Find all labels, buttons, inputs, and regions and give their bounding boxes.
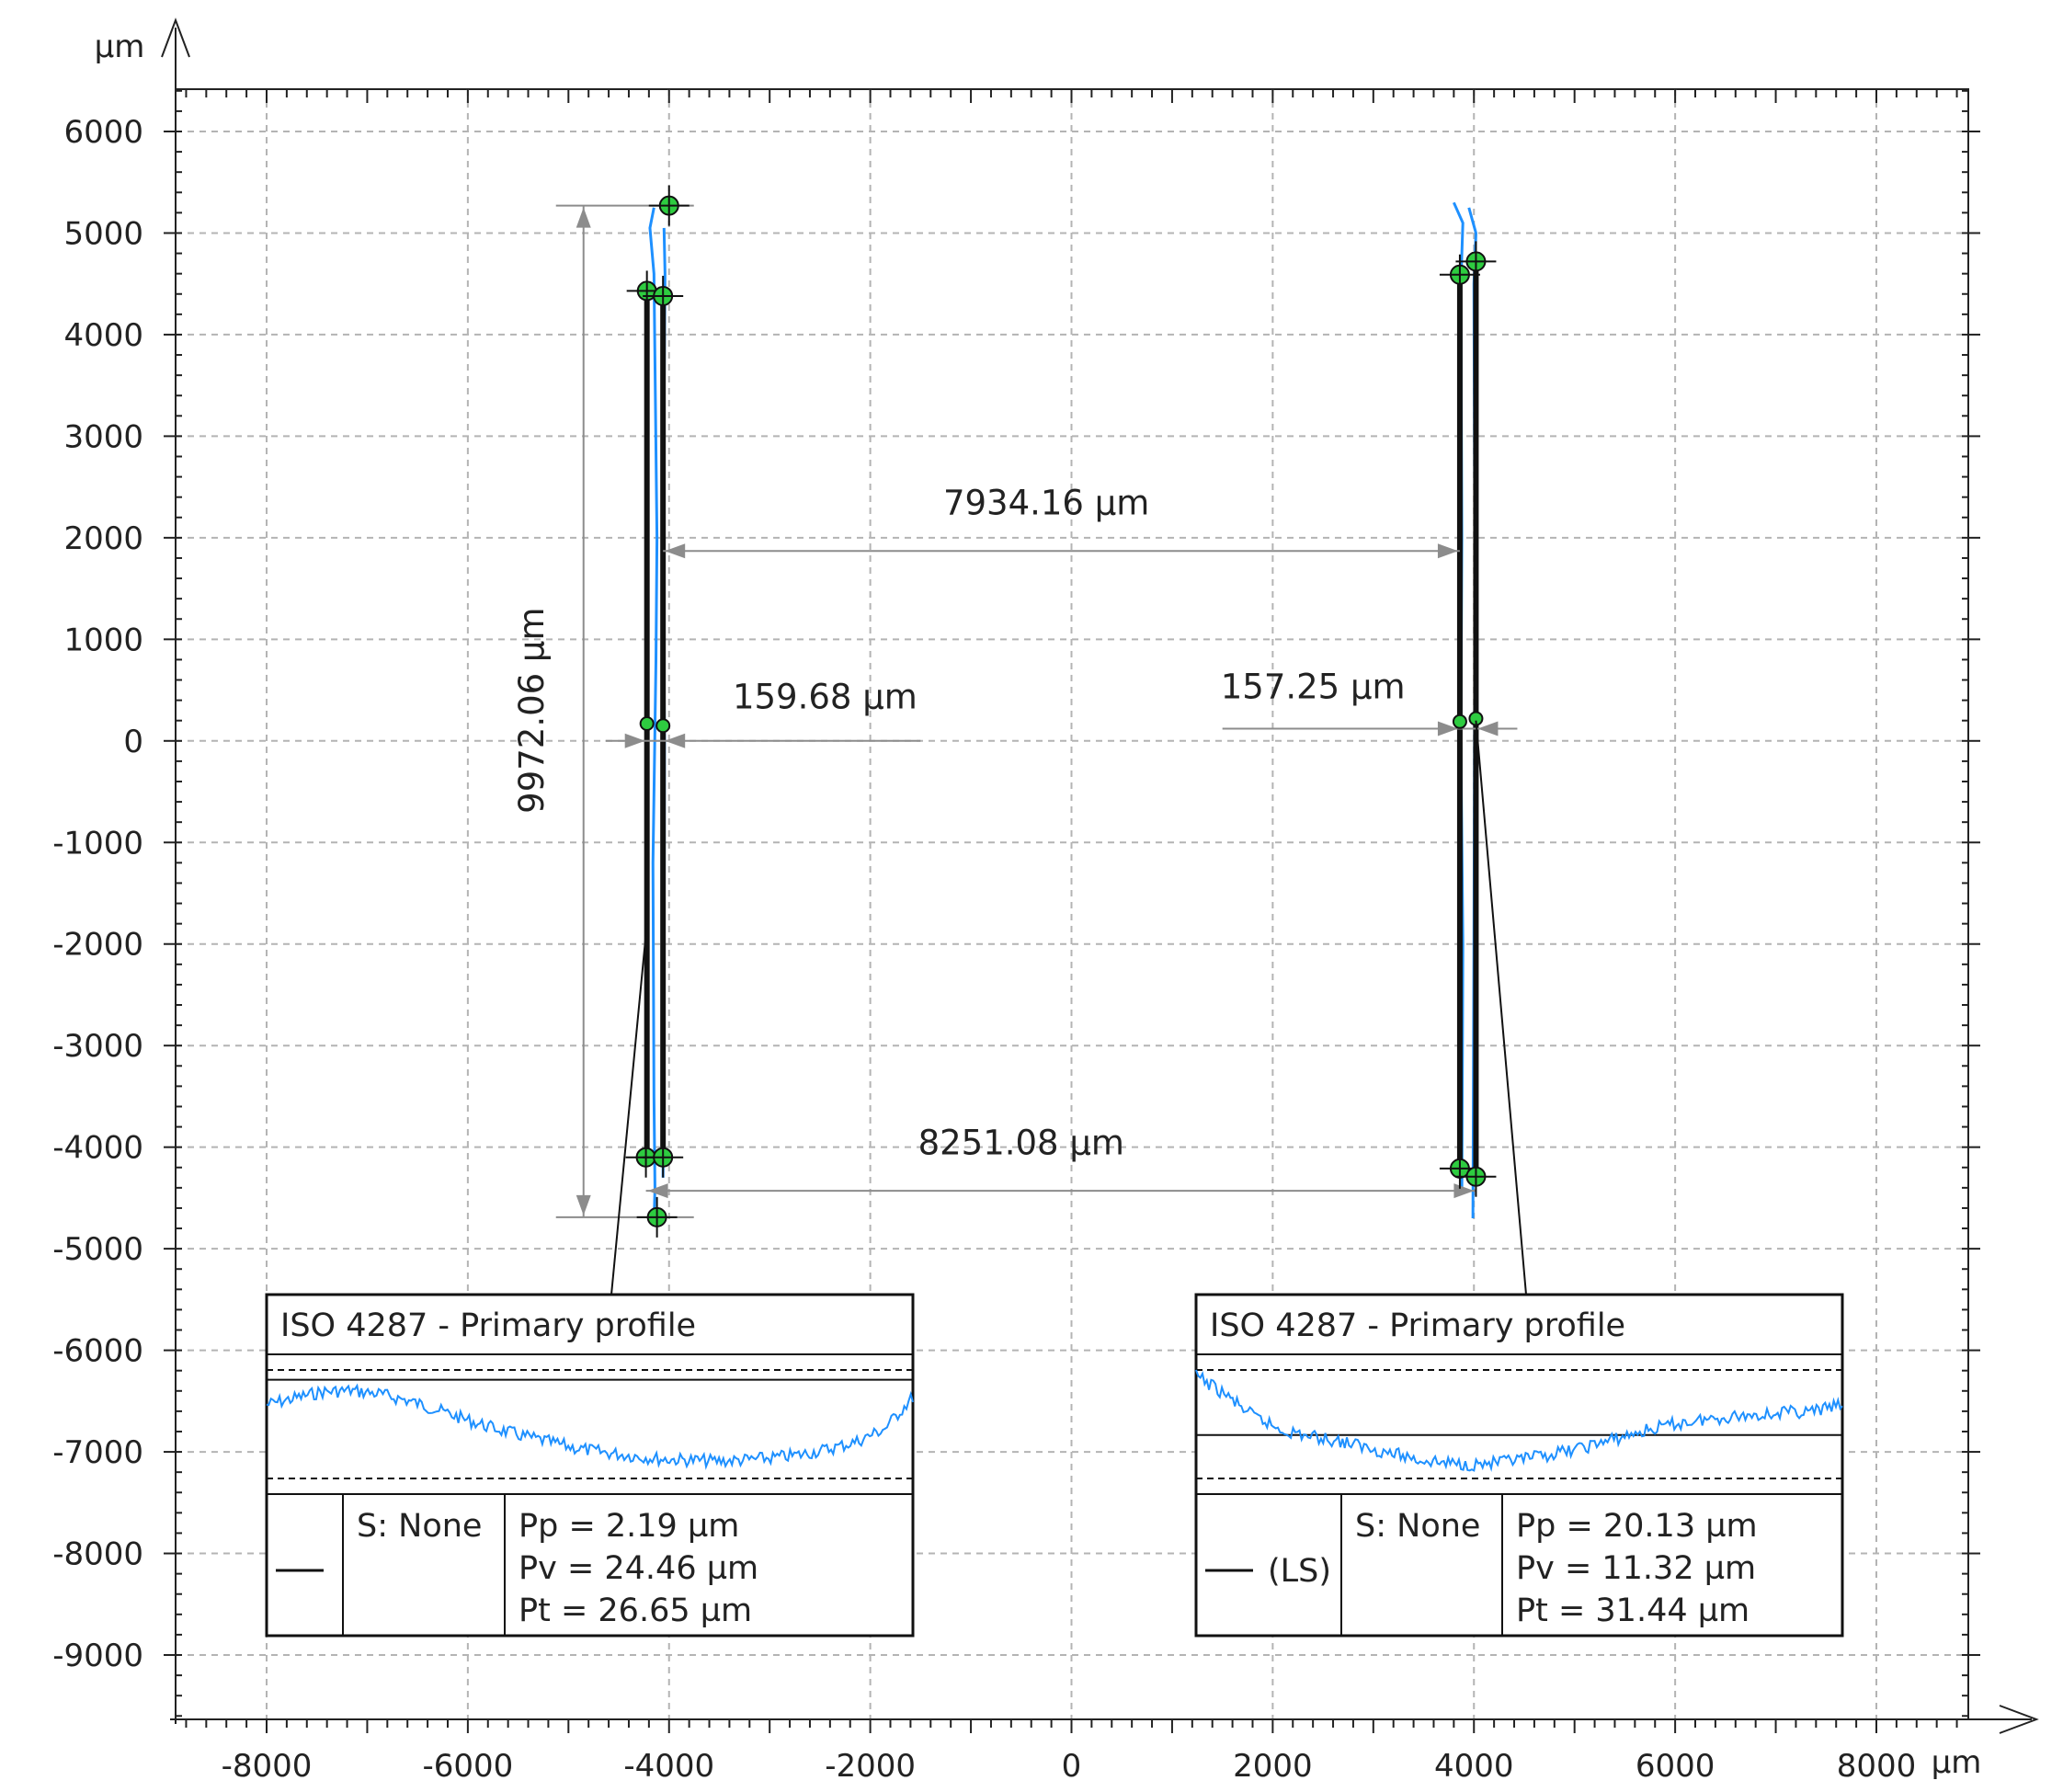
panel-parameter: Pv = 11.32 µm: [1516, 1550, 1756, 1587]
panel-profile-trace: [266, 1383, 914, 1470]
dimension-arrow: [576, 207, 591, 228]
x-axis-arrow: [1999, 1705, 2039, 1734]
panel-filter: S: None: [1355, 1508, 1480, 1545]
y-tick-label: -7000: [52, 1434, 143, 1471]
dimension-arrow: [624, 733, 645, 748]
dimension-label: 157.25 µm: [1221, 667, 1406, 706]
y-tick-label: 1000: [63, 622, 143, 658]
panel-profile-trace: [1195, 1369, 1843, 1472]
dimension-arrow: [1437, 721, 1458, 736]
dimension-arrow: [1477, 721, 1499, 736]
x-tick-label: -8000: [222, 1748, 313, 1785]
y-tick-label: -5000: [52, 1231, 143, 1268]
panel-parameter: Pp = 20.13 µm: [1516, 1508, 1758, 1545]
dimension-label: 7934.16 µm: [943, 483, 1149, 522]
panel-frame: [265, 1293, 915, 1638]
x-tick-label: 4000: [1434, 1748, 1514, 1785]
y-tick-label: -9000: [52, 1638, 143, 1674]
dimension-arrow: [1437, 543, 1458, 559]
midpoint-marker: [1452, 713, 1467, 729]
dimension-arrow: [576, 1194, 591, 1216]
grid: [176, 89, 1968, 1719]
dimension-annotations: 9972.06 µm 7934.16 µm 8251.08 µm 159.68 µm 1…: [512, 204, 1518, 1218]
x-tick-label: 2000: [1233, 1748, 1313, 1785]
axes: µm µm: [95, 17, 2039, 1781]
dimension-arrow: [665, 733, 686, 748]
x-tick-label: -6000: [422, 1748, 513, 1785]
roughness-panel: ISO 4287 - Primary profile (LS) S: None Pp …: [1194, 720, 1844, 1638]
x-tick-label: -4000: [623, 1748, 714, 1785]
y-tick-label: 6000: [63, 114, 143, 151]
dimension-arrow: [665, 543, 686, 559]
x-tick-labels: -8000 -6000 -4000 -2000 0 2000 4000 6000 8000: [222, 1748, 1917, 1785]
y-tick-label: -4000: [52, 1130, 143, 1167]
dimension-label: 159.68 µm: [733, 677, 918, 716]
dimension-arrow: [647, 1183, 668, 1199]
y-tick-label: 0: [123, 724, 143, 760]
y-tick-label: 4000: [63, 317, 143, 354]
y-tick-label: -6000: [52, 1333, 143, 1370]
x-unit-label: µm: [1932, 1744, 1982, 1781]
panel-parameter: Pv = 24.46 µm: [519, 1550, 758, 1587]
y-tick-label: -8000: [52, 1536, 143, 1573]
y-tick-label: -3000: [52, 1028, 143, 1065]
y-unit-label: µm: [95, 29, 145, 65]
roughness-panels: ISO 4287 - Primary profile S: None Pp = 2.…: [265, 720, 1844, 1638]
panel-legend-label: (LS): [1268, 1553, 1331, 1590]
y-tick-label: 2000: [63, 520, 143, 557]
panel-frame: [1194, 1293, 1844, 1638]
y-tick-label: 5000: [63, 215, 143, 252]
x-tick-label: 6000: [1636, 1748, 1715, 1785]
x-tick-label: 8000: [1837, 1748, 1917, 1785]
panel-title: ISO 4287 - Primary profile: [1210, 1307, 1625, 1344]
measurement-points: [625, 185, 1497, 1238]
roughness-panel: ISO 4287 - Primary profile S: None Pp = 2.…: [265, 923, 915, 1638]
midpoint-marker: [639, 716, 655, 732]
panel-parameter: Pt = 26.65 µm: [519, 1592, 752, 1629]
y-tick-label: -1000: [52, 825, 143, 862]
panel-leader-line: [1475, 720, 1527, 1295]
midpoint-marker: [655, 718, 671, 734]
minor-ticks: [164, 89, 1980, 1733]
y-tick-labels: 6000 5000 4000 3000 2000 1000 0 -1000 -2000 -3000…: [52, 114, 143, 1674]
panel-leader-line: [610, 923, 648, 1295]
x-tick-label: 0: [1062, 1748, 1082, 1785]
dimension-label: 9972.06 µm: [512, 607, 552, 813]
y-axis-arrow: [161, 17, 190, 58]
dimension-label: 8251.08 µm: [918, 1123, 1124, 1162]
panel-parameter: Pp = 2.19 µm: [519, 1508, 739, 1545]
panel-parameter: Pt = 31.44 µm: [1516, 1592, 1750, 1629]
x-tick-label: -2000: [825, 1748, 916, 1785]
y-tick-label: -2000: [52, 927, 143, 964]
panel-title: ISO 4287 - Primary profile: [280, 1307, 696, 1344]
y-tick-label: 3000: [63, 418, 143, 455]
panel-filter: S: None: [357, 1508, 482, 1545]
